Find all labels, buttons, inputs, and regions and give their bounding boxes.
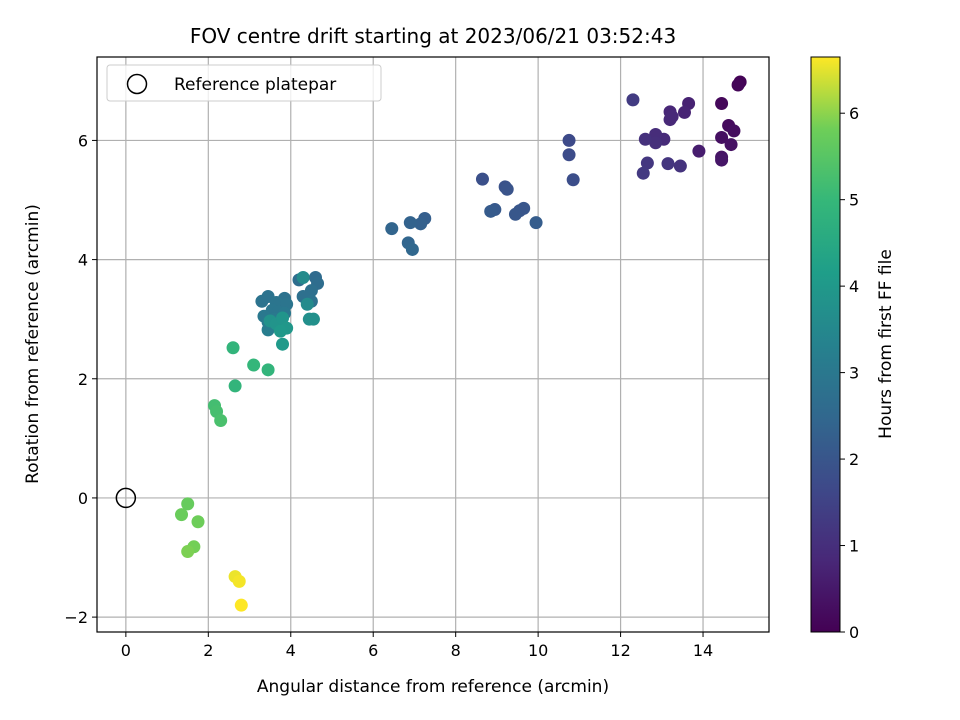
- colorbar-gradient: [810, 56, 841, 633]
- scatter-point: [232, 574, 246, 588]
- scatter-point: [247, 358, 261, 372]
- y-tick-label: 6: [78, 131, 88, 150]
- x-tick-label: 6: [368, 641, 378, 660]
- scatter-point: [715, 153, 729, 167]
- colorbar-tick-label: 1: [849, 537, 859, 556]
- scatter-point: [191, 515, 205, 529]
- scatter-point: [638, 132, 652, 146]
- x-tick-label: 10: [528, 641, 548, 660]
- scatter-point: [300, 297, 314, 311]
- scatter-point: [484, 204, 498, 218]
- colorbar-tick-label: 2: [849, 450, 859, 469]
- scatter-point: [731, 78, 745, 92]
- scatter-point: [306, 312, 320, 326]
- scatter-point: [566, 173, 580, 187]
- scatter-point: [508, 207, 522, 221]
- legend-box: [106, 64, 382, 102]
- scatter-point: [385, 222, 399, 236]
- reference-point: [115, 487, 137, 509]
- scatter-point: [276, 311, 290, 325]
- scatter-point: [234, 598, 248, 612]
- scatter-point: [649, 136, 663, 150]
- scatter-point: [640, 156, 654, 170]
- scatter-point: [665, 110, 679, 124]
- scatter-point: [261, 363, 275, 377]
- colorbar-tick-label: 6: [849, 104, 859, 123]
- scatter-point: [692, 144, 706, 158]
- scatter-point: [562, 148, 576, 162]
- scatter-point: [724, 138, 738, 152]
- scatter-point: [562, 133, 576, 147]
- legend-marker: [126, 73, 148, 95]
- plot-frame: [96, 56, 770, 633]
- scatter-point: [661, 157, 675, 171]
- chart-title: FOV centre drift starting at 2023/06/21 …: [190, 24, 676, 48]
- colorbar-label: Hours from first FF file: [876, 249, 896, 439]
- x-tick-label: 14: [693, 641, 713, 660]
- scatter-point: [673, 159, 687, 173]
- scatter-point: [636, 166, 650, 180]
- colorbar-tick-label: 3: [849, 364, 859, 383]
- legend: Reference platepar: [106, 64, 382, 102]
- colorbar-tick-label: 0: [849, 623, 859, 642]
- x-tick-label: 12: [610, 641, 630, 660]
- scatter-point: [405, 242, 419, 256]
- scatter-point: [181, 545, 195, 559]
- y-tick-label: 0: [78, 489, 88, 508]
- scatter-point: [175, 508, 189, 522]
- y-tick-label: 4: [78, 251, 88, 270]
- scatter-point: [403, 216, 417, 230]
- x-axis-label: Angular distance from reference (arcmin): [257, 677, 609, 697]
- scatter-point: [414, 217, 428, 231]
- x-tick-label: 4: [286, 641, 296, 660]
- x-tick-label: 8: [451, 641, 461, 660]
- data-points: [175, 75, 747, 612]
- scatter-point: [228, 379, 242, 393]
- colorbar-ticks: 0 1 2 3 4 5 6: [840, 104, 859, 642]
- x-axis-ticks: 0 2 4 6 8 10 12 14: [121, 632, 713, 660]
- scatter-point: [626, 93, 640, 107]
- scatter-point: [226, 341, 240, 355]
- scatter-point: [273, 324, 287, 338]
- scatter-point: [475, 172, 489, 186]
- scatter-point: [727, 124, 741, 138]
- colorbar-tick-label: 4: [849, 277, 859, 296]
- y-axis-label: Rotation from reference (arcmin): [23, 204, 43, 484]
- legend-label: Reference platepar: [174, 75, 336, 95]
- scatter-point: [296, 270, 310, 284]
- y-tick-label: −2: [64, 608, 88, 627]
- y-axis-ticks: −2 0 2 4 6: [64, 131, 97, 627]
- scatter-point: [181, 497, 195, 511]
- scatter-point: [500, 182, 514, 196]
- colorbar-tick-label: 5: [849, 191, 859, 210]
- scatter-point: [715, 96, 729, 110]
- y-tick-label: 2: [78, 370, 88, 389]
- colorbar: 0 1 2 3 4 5 6 Hours from first FF file: [810, 56, 896, 642]
- scatter-point: [529, 216, 543, 230]
- scatter-point: [677, 105, 691, 119]
- scatter-point: [276, 337, 290, 351]
- x-tick-label: 2: [203, 641, 213, 660]
- scatter-point: [214, 413, 228, 427]
- x-tick-label: 0: [121, 641, 131, 660]
- scatter-point: [715, 130, 729, 144]
